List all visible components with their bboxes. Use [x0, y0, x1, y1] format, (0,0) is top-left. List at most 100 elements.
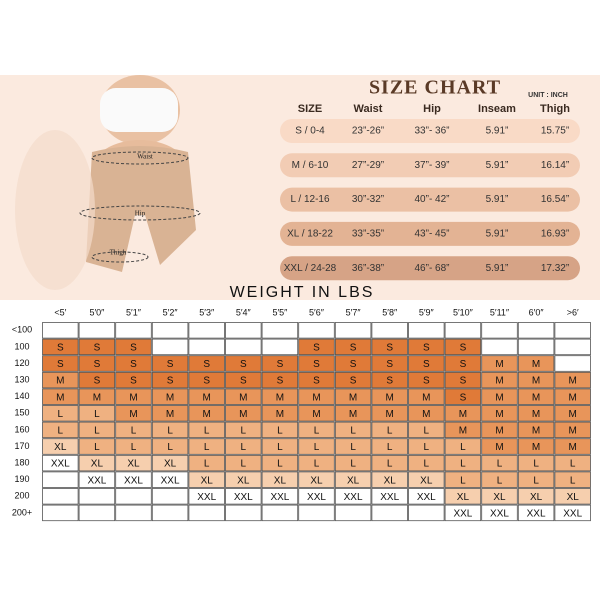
- weight-size-cell: S: [240, 376, 247, 387]
- weight-size-cell: XL: [530, 492, 543, 503]
- weight-size-cell: L: [241, 426, 247, 437]
- size-cell-box: [298, 471, 335, 488]
- height-label: >6′: [567, 307, 579, 317]
- weight-size-cell: S: [203, 376, 210, 387]
- weight-size-cell: XXL: [453, 509, 472, 520]
- weight-size-cell: L: [460, 459, 466, 470]
- weight-size-cell: L: [460, 475, 466, 486]
- size-cell-box: [334, 371, 372, 389]
- size-cell-box: [188, 488, 225, 505]
- size-cell-box: [151, 322, 189, 339]
- weight-size-cell: L: [167, 442, 173, 453]
- weight-size-cell: XXL: [51, 459, 70, 470]
- weight-size-cell: S: [386, 376, 393, 387]
- size-cell: 5.91”: [486, 263, 509, 274]
- size-cell-box: [151, 405, 189, 422]
- weight-size-cell: L: [350, 426, 356, 437]
- weight-size-cell: M: [129, 392, 137, 403]
- size-cell-box: [334, 488, 372, 505]
- size-cell: 33”- 36”: [414, 126, 449, 137]
- size-cell-box: [517, 371, 555, 389]
- weight-size-cell: M: [203, 409, 211, 420]
- size-cell-box: [444, 488, 482, 505]
- size-cell-box: [408, 388, 445, 405]
- weight-size-cell: M: [422, 409, 430, 420]
- size-cell-box: [42, 405, 79, 422]
- size-cell-box: [42, 421, 79, 439]
- size-cell-box: [42, 388, 79, 405]
- size-cell-box: [444, 405, 482, 422]
- size-cell-box: [554, 388, 591, 405]
- size-cell-box: [444, 322, 482, 339]
- size-cell-box: [115, 388, 152, 405]
- size-cell-box: [554, 421, 591, 439]
- weight-label: 150: [14, 408, 29, 418]
- weight-size-cell: XL: [237, 475, 250, 486]
- size-cell-box: [115, 454, 152, 472]
- size-header: SIZE: [298, 103, 322, 115]
- size-row-background: [280, 119, 580, 143]
- size-cell-box: [517, 338, 555, 356]
- size-cell: 27”-29”: [352, 160, 384, 171]
- size-cell-box: [554, 371, 591, 389]
- size-chart-title: SIZE CHART: [369, 77, 501, 99]
- size-cell-box: [188, 338, 225, 356]
- weight-size-cell: M: [569, 409, 577, 420]
- weight-size-cell: XXL: [527, 509, 546, 520]
- weight-size-cell: L: [570, 459, 576, 470]
- unit-label: UNIT : INCH: [528, 92, 568, 99]
- size-cell-box: [334, 405, 372, 422]
- weight-size-cell: M: [459, 426, 467, 437]
- size-cell-box: [554, 405, 591, 422]
- size-cell-box: [261, 338, 299, 356]
- weight-size-cell: L: [94, 442, 100, 453]
- weight-size-cell: S: [423, 343, 430, 354]
- weight-size-cell: M: [312, 392, 320, 403]
- size-cell-box: [151, 371, 189, 389]
- weight-size-cell: XXL: [307, 492, 326, 503]
- size-cell-box: [151, 388, 189, 405]
- weight-label: 120: [14, 358, 29, 368]
- size-cell-box: [115, 421, 152, 439]
- weight-size-cell: XL: [457, 492, 470, 503]
- size-cell-box: [188, 405, 225, 422]
- size-cell-box: [371, 338, 408, 356]
- size-cell-box: [225, 388, 262, 405]
- size-cell-box: [78, 471, 116, 488]
- weight-size-cell: L: [533, 459, 539, 470]
- weight-size-cell: M: [166, 409, 174, 420]
- weight-label: 200: [14, 491, 29, 501]
- weight-size-cell: L: [350, 459, 356, 470]
- size-cell-box: [444, 388, 482, 405]
- size-cell-box: [115, 405, 152, 422]
- size-cell: 16.54”: [541, 194, 569, 205]
- weight-size-cell: L: [424, 442, 430, 453]
- weight-size-cell: M: [203, 392, 211, 403]
- size-cell: 5.91”: [486, 160, 509, 171]
- weight-size-cell: M: [239, 409, 247, 420]
- size-cell-box: [188, 371, 225, 389]
- size-cell: 30”-32”: [352, 194, 384, 205]
- weight-size-cell: L: [58, 426, 64, 437]
- weight-size-cell: L: [131, 426, 137, 437]
- weight-size-cell: L: [241, 459, 247, 470]
- figure-label: Thigh: [110, 249, 127, 257]
- size-cell-box: [225, 338, 262, 356]
- size-cell-box: [78, 355, 116, 372]
- weight-size-cell: XL: [420, 475, 433, 486]
- size-cell-box: [151, 488, 189, 505]
- size-cell-box: [225, 488, 262, 505]
- height-label: 5′6″: [309, 307, 325, 317]
- size-header: Waist: [354, 103, 383, 115]
- size-cell-box: [115, 338, 152, 356]
- size-cell-box: [115, 438, 152, 455]
- size-cell-box: [408, 355, 445, 372]
- size-cell-box: [42, 322, 79, 339]
- size-cell: 5.91”: [486, 126, 509, 137]
- weight-size-cell: S: [350, 376, 357, 387]
- weight-size-cell: M: [495, 409, 503, 420]
- weight-label: 140: [14, 391, 29, 401]
- height-label: 5′5″: [272, 307, 288, 317]
- weight-size-cell: XL: [567, 492, 580, 503]
